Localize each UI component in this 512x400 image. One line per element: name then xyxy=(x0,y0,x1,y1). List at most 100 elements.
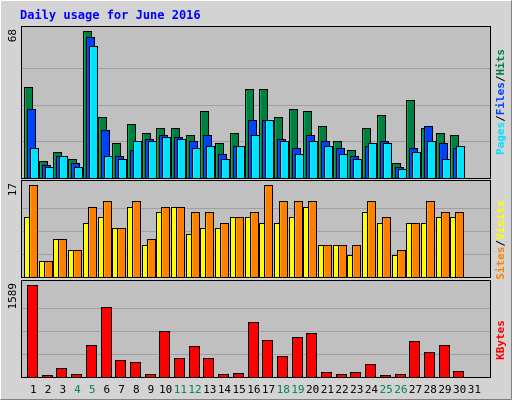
bar-kbytes-day-22 xyxy=(336,374,347,378)
bar-sites-day-4 xyxy=(73,250,82,278)
bar-sites-day-17 xyxy=(264,185,273,278)
bar-kbytes-day-23 xyxy=(350,372,361,378)
legend-sites-visits: Sites/Visits xyxy=(494,200,507,280)
bar-sites-day-20 xyxy=(308,201,317,278)
x-tick-label-day-13: 13 xyxy=(203,383,216,396)
bar-pages-day-14 xyxy=(221,159,230,179)
bar-kbytes-day-13 xyxy=(203,358,214,378)
bar-pages-day-26 xyxy=(398,169,407,179)
legend-separator-3: / xyxy=(494,240,507,247)
bar-pages-day-27 xyxy=(412,152,421,179)
bar-sites-day-27 xyxy=(411,223,420,278)
chart-title: Daily usage for June 2016 xyxy=(20,8,201,22)
bar-kbytes-day-10 xyxy=(159,331,170,378)
bar-pages-day-13 xyxy=(206,146,215,179)
bar-pages-day-19 xyxy=(295,154,304,179)
bar-pages-day-24 xyxy=(368,143,377,179)
bar-kbytes-day-6 xyxy=(101,307,112,378)
bar-kbytes-day-18 xyxy=(277,356,288,378)
x-tick-label-day-21: 21 xyxy=(321,383,334,396)
legend-visits: Visits xyxy=(494,200,507,240)
bar-pages-day-10 xyxy=(162,137,171,179)
bar-pages-day-7 xyxy=(118,159,127,179)
bar-kbytes-day-14 xyxy=(218,374,229,378)
legend-kbytes: KBytes xyxy=(494,320,507,360)
bar-pages-day-12 xyxy=(192,148,201,179)
bar-sites-day-14 xyxy=(220,223,229,278)
bar-sites-day-24 xyxy=(367,201,376,278)
bar-sites-day-18 xyxy=(279,201,288,278)
bar-sites-day-21 xyxy=(323,245,332,278)
x-tick-label-day-26: 26 xyxy=(394,383,407,396)
x-tick-label-day-23: 23 xyxy=(350,383,363,396)
legend-separator-2: / xyxy=(494,75,507,82)
bar-sites-day-10 xyxy=(161,207,170,278)
bar-pages-day-18 xyxy=(280,141,289,179)
legend-separator-1: / xyxy=(494,115,507,122)
panel-max-label: 1589 xyxy=(6,283,19,310)
bar-pages-day-28 xyxy=(427,141,436,179)
x-tick-label-day-5: 5 xyxy=(89,383,96,396)
bar-pages-day-17 xyxy=(265,120,274,179)
legend-hits: Hits xyxy=(494,49,507,76)
x-tick-label-day-22: 22 xyxy=(335,383,348,396)
legend-pages: Pages xyxy=(494,122,507,155)
bar-sites-day-7 xyxy=(117,228,126,278)
bar-kbytes-day-4 xyxy=(71,374,82,378)
bar-pages-day-3 xyxy=(59,156,68,179)
x-tick-label-day-20: 20 xyxy=(306,383,319,396)
bar-sites-day-22 xyxy=(338,245,347,278)
bar-sites-day-11 xyxy=(176,207,185,278)
bar-kbytes-day-20 xyxy=(306,333,317,378)
bar-kbytes-day-3 xyxy=(56,368,67,378)
bar-sites-day-12 xyxy=(191,212,200,278)
x-tick-label-day-28: 28 xyxy=(424,383,437,396)
x-tick-label-day-3: 3 xyxy=(59,383,66,396)
bar-pages-day-20 xyxy=(309,141,318,179)
bar-kbytes-day-7 xyxy=(115,360,126,378)
bar-kbytes-day-27 xyxy=(409,341,420,378)
bar-kbytes-day-19 xyxy=(292,337,303,378)
bar-sites-day-2 xyxy=(44,261,53,278)
bar-pages-day-30 xyxy=(456,146,465,179)
legend-sites: Sites xyxy=(494,247,507,280)
bar-sites-day-13 xyxy=(205,212,214,278)
bar-kbytes-day-1 xyxy=(27,285,38,378)
panel-max-label: 68 xyxy=(6,29,19,42)
bar-kbytes-day-25 xyxy=(380,375,391,378)
bar-pages-day-29 xyxy=(442,159,451,179)
bar-pages-day-25 xyxy=(383,143,392,179)
bar-kbytes-day-8 xyxy=(130,362,141,378)
bar-kbytes-day-12 xyxy=(189,346,200,378)
panel-max-label: 17 xyxy=(6,183,19,196)
x-tick-label-day-7: 7 xyxy=(118,383,125,396)
x-tick-label-day-18: 18 xyxy=(277,383,290,396)
bar-pages-day-15 xyxy=(236,146,245,179)
bar-pages-day-22 xyxy=(339,154,348,179)
x-tick-label-day-10: 10 xyxy=(159,383,172,396)
x-tick-label-day-19: 19 xyxy=(291,383,304,396)
x-tick-label-day-31: 31 xyxy=(468,383,481,396)
bar-sites-day-26 xyxy=(397,250,406,278)
bar-sites-day-30 xyxy=(455,212,464,278)
bar-sites-day-3 xyxy=(58,239,67,278)
bar-sites-day-15 xyxy=(235,217,244,278)
bar-sites-day-19 xyxy=(294,201,303,278)
legend-hits-files-pages: Pages/Files/Hits xyxy=(494,49,507,155)
bar-sites-day-29 xyxy=(441,212,450,278)
legend-files: Files xyxy=(494,82,507,115)
bar-sites-day-23 xyxy=(352,245,361,278)
bar-pages-day-11 xyxy=(177,139,186,179)
bar-pages-day-6 xyxy=(104,156,113,179)
x-tick-label-day-4: 4 xyxy=(74,383,81,396)
bar-kbytes-day-9 xyxy=(145,374,156,378)
bar-kbytes-day-15 xyxy=(233,373,244,378)
x-tick-label-day-27: 27 xyxy=(409,383,422,396)
bar-kbytes-day-26 xyxy=(395,374,406,378)
bar-pages-day-4 xyxy=(74,167,83,179)
bar-kbytes-day-16 xyxy=(248,322,259,378)
bar-pages-day-21 xyxy=(324,146,333,179)
bar-sites-day-9 xyxy=(147,239,156,278)
